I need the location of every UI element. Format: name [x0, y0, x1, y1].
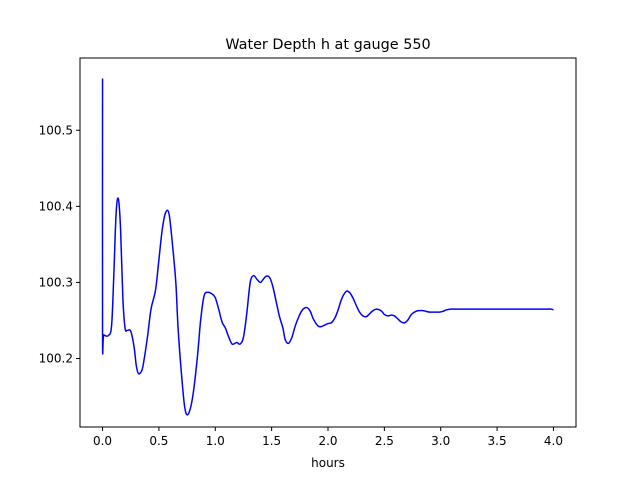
x-tick-label: 0.0 — [93, 434, 112, 448]
chart-title: Water Depth h at gauge 550 — [225, 37, 430, 53]
x-tick-label: 2.5 — [375, 434, 394, 448]
x-tick-label: 0.5 — [149, 434, 168, 448]
plot-area: 0.0 0.5 1.0 1.5 2.0 2.5 3.0 3.5 4.0 100.2100.310… — [39, 57, 577, 448]
x-tick-label: 1.5 — [262, 434, 281, 448]
y-tick-label: 100.3 — [39, 275, 73, 289]
y-axis-ticks: 100.2 100.3 100.4 100.5 — [39, 123, 80, 366]
y-tick-label: 100.2 — [39, 352, 73, 366]
x-tick-label: 4.0 — [544, 434, 563, 448]
series-line-0 — [101, 78, 554, 416]
axes-background — [80, 58, 576, 427]
x-axis-label: hours — [311, 456, 345, 470]
y-tick-label: 100.4 — [39, 199, 73, 213]
x-tick-label: 3.0 — [431, 434, 450, 448]
x-tick-label: 2.0 — [318, 434, 337, 448]
series-layer — [101, 78, 554, 416]
x-axis-ticks: 0.0 0.5 1.0 1.5 2.0 2.5 3.0 3.5 4.0 — [93, 427, 563, 448]
x-tick-label: 1.0 — [206, 434, 225, 448]
y-tick-label: 100.5 — [39, 123, 73, 137]
axes-frame — [79, 57, 577, 428]
x-tick-label: 3.5 — [488, 434, 507, 448]
